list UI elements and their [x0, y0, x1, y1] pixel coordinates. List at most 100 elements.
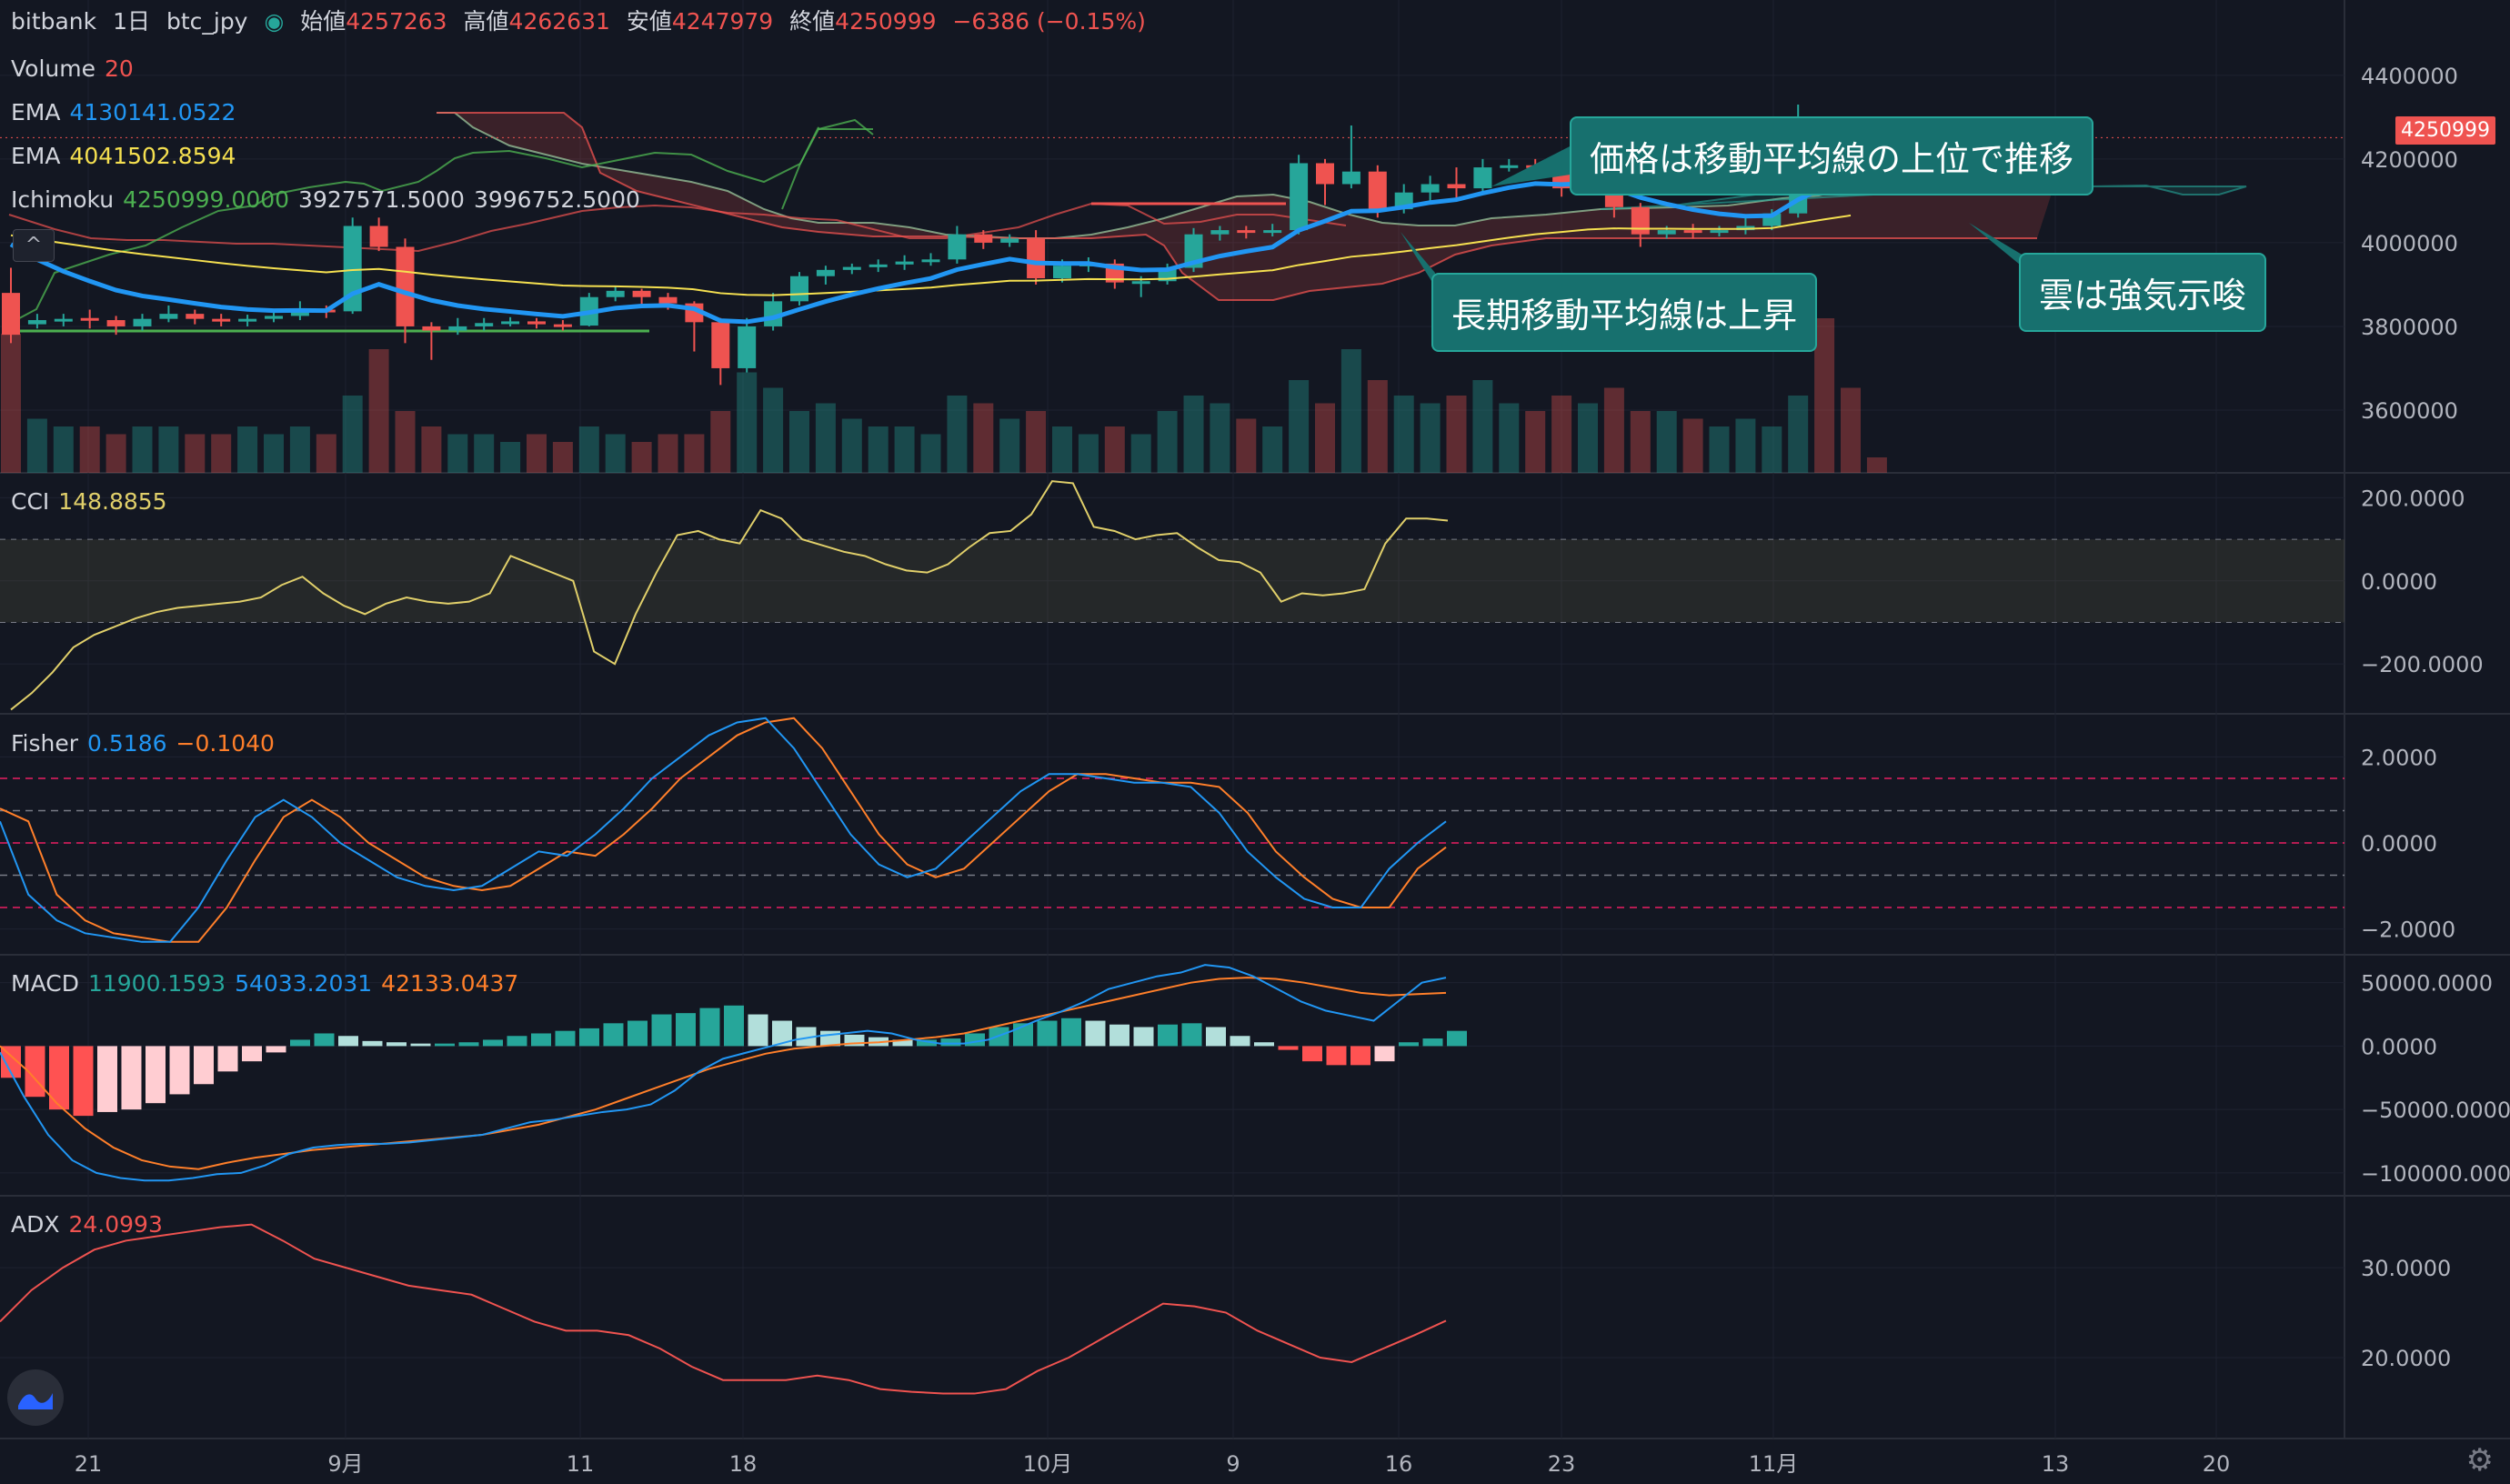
candle-body: [1237, 230, 1256, 234]
volume-legend[interactable]: Volume 20: [11, 55, 143, 84]
macd-histogram-bar: [266, 1046, 286, 1053]
candle-body: [1421, 184, 1440, 193]
macd-histogram-bar: [1230, 1036, 1250, 1047]
volume-bar: [421, 426, 442, 473]
open-label: 始値: [300, 8, 346, 35]
annotation-price-above-ma[interactable]: 価格は移動平均線の上位で推移: [1570, 116, 2094, 196]
candle-body: [790, 276, 808, 302]
collapse-legend-button[interactable]: ^: [13, 229, 55, 262]
macd-histogram-bar: [1447, 1030, 1467, 1047]
symbol-header[interactable]: bitbank 1日 btc_jpy ◉ 始値4257263 高値4262631…: [11, 7, 1155, 36]
fisher-name: Fisher: [11, 730, 79, 757]
adx-legend[interactable]: ADX 24.0993: [11, 1210, 172, 1239]
fisher-legend[interactable]: Fisher 0.5186 −0.1040: [11, 729, 284, 758]
fisher-value: 0.5186: [87, 730, 167, 757]
fisher-line: [0, 717, 1447, 943]
indicator-tick-label: 200.0000: [2361, 486, 2465, 511]
indicator-tick-label: −200.0000: [2361, 652, 2484, 677]
candle-body: [1631, 206, 1650, 235]
ema-fast-legend[interactable]: EMA 4130141.0522: [11, 98, 245, 127]
time-tick-label: 9月: [327, 1451, 363, 1477]
price-tick-label: 3600000: [2361, 398, 2458, 424]
exchange-name: bitbank: [11, 8, 97, 35]
candle-body: [711, 322, 730, 368]
volume-bar: [1446, 396, 1467, 473]
ema-slow-line: [10, 214, 1852, 296]
adx-line: [0, 1223, 1447, 1395]
volume-bar: [1, 334, 21, 473]
candle-body: [80, 317, 99, 321]
volume-bar: [185, 434, 206, 473]
low-value: 4247979: [671, 8, 774, 35]
volume-bar: [527, 434, 547, 473]
candle-body: [1053, 266, 1071, 279]
macd-histogram-bar: [1109, 1024, 1130, 1047]
settings-gear-icon[interactable]: ⚙: [2465, 1442, 2494, 1479]
volume-bar: [264, 434, 284, 473]
volume-bar: [1603, 387, 1624, 473]
macd-histogram-bar: [435, 1043, 455, 1047]
annotation-pointer: [1401, 232, 1435, 284]
volume-bar: [26, 418, 47, 473]
candle-body: [842, 266, 861, 270]
indicator-tick-label: 20.0000: [2361, 1346, 2451, 1371]
candle-body: [369, 226, 388, 247]
last-price-tag: 4250999: [2395, 116, 2495, 145]
indicator-tick-label: 2.0000: [2361, 745, 2437, 770]
annotation-long-ma-rising[interactable]: 長期移動平均線は上昇: [1431, 273, 1818, 352]
macd-legend[interactable]: MACD 11900.1593 54033.2031 42133.0437: [11, 969, 527, 998]
fisher-trigger-value: −0.1040: [176, 730, 275, 757]
volume-bar: [841, 418, 862, 473]
volume-bar: [1078, 434, 1099, 473]
candle-body: [868, 264, 888, 267]
time-tick-label: 20: [2203, 1451, 2231, 1477]
candle-body: [159, 314, 178, 319]
macd-value: 54033.2031: [235, 970, 373, 997]
candle-body: [106, 320, 126, 326]
macd-histogram-bar: [724, 1005, 744, 1047]
annotation-cloud-bullish[interactable]: 雲は強気示唆: [2019, 253, 2267, 332]
ichimoku-legend[interactable]: Ichimoku 4250999.0000 3927571.5000 3996752.…: [11, 186, 649, 215]
indicator-tick-label: 0.0000: [2361, 1034, 2437, 1059]
volume-bar: [1735, 418, 1756, 473]
ichimoku-name: Ichimoku: [11, 186, 115, 213]
volume-bar: [1236, 418, 1257, 473]
macd-name: MACD: [11, 970, 79, 997]
macd-histogram-bar: [1302, 1046, 1322, 1062]
volume-bar: [395, 411, 416, 473]
ema-slow-value: 4041502.8594: [69, 143, 236, 169]
tradingview-logo-icon[interactable]: [7, 1369, 64, 1426]
candle-body: [606, 290, 625, 297]
cci-legend[interactable]: CCI 148.8855: [11, 487, 176, 516]
macd-histogram-bar: [1085, 1020, 1106, 1047]
macd-histogram-bar: [1037, 1020, 1058, 1047]
price-tick-label: 4000000: [2361, 231, 2458, 256]
indicator-tick-label: −50000.0000: [2361, 1098, 2510, 1123]
time-tick-label: 21: [75, 1451, 103, 1477]
volume-bar: [474, 434, 495, 473]
candle-body: [212, 318, 231, 322]
time-tick-label: 10月: [1023, 1451, 1073, 1477]
ema-slow-legend[interactable]: EMA 4041502.8594: [11, 142, 245, 171]
volume-bar: [289, 426, 310, 473]
volume-bar: [552, 442, 573, 473]
cci-name: CCI: [11, 488, 50, 515]
candle-body: [1473, 167, 1492, 189]
candle-body: [186, 314, 205, 319]
macd-histogram-bar: [242, 1046, 262, 1062]
volume-bar: [684, 434, 705, 473]
volume-bar: [1026, 411, 1047, 473]
macd-line: [0, 964, 1447, 1182]
volume-bar: [316, 434, 336, 473]
volume-bar: [999, 418, 1020, 473]
macd-histogram-bar: [314, 1033, 335, 1047]
volume-bar: [1656, 411, 1677, 473]
volume-bar: [737, 372, 758, 473]
candle-body: [1131, 281, 1150, 285]
macd-histogram-bar: [1133, 1027, 1154, 1047]
macd-histogram-bar: [97, 1046, 117, 1112]
macd-histogram-bar: [772, 1020, 792, 1047]
volume-bar: [132, 426, 153, 473]
macd-histogram-bar: [628, 1020, 648, 1047]
